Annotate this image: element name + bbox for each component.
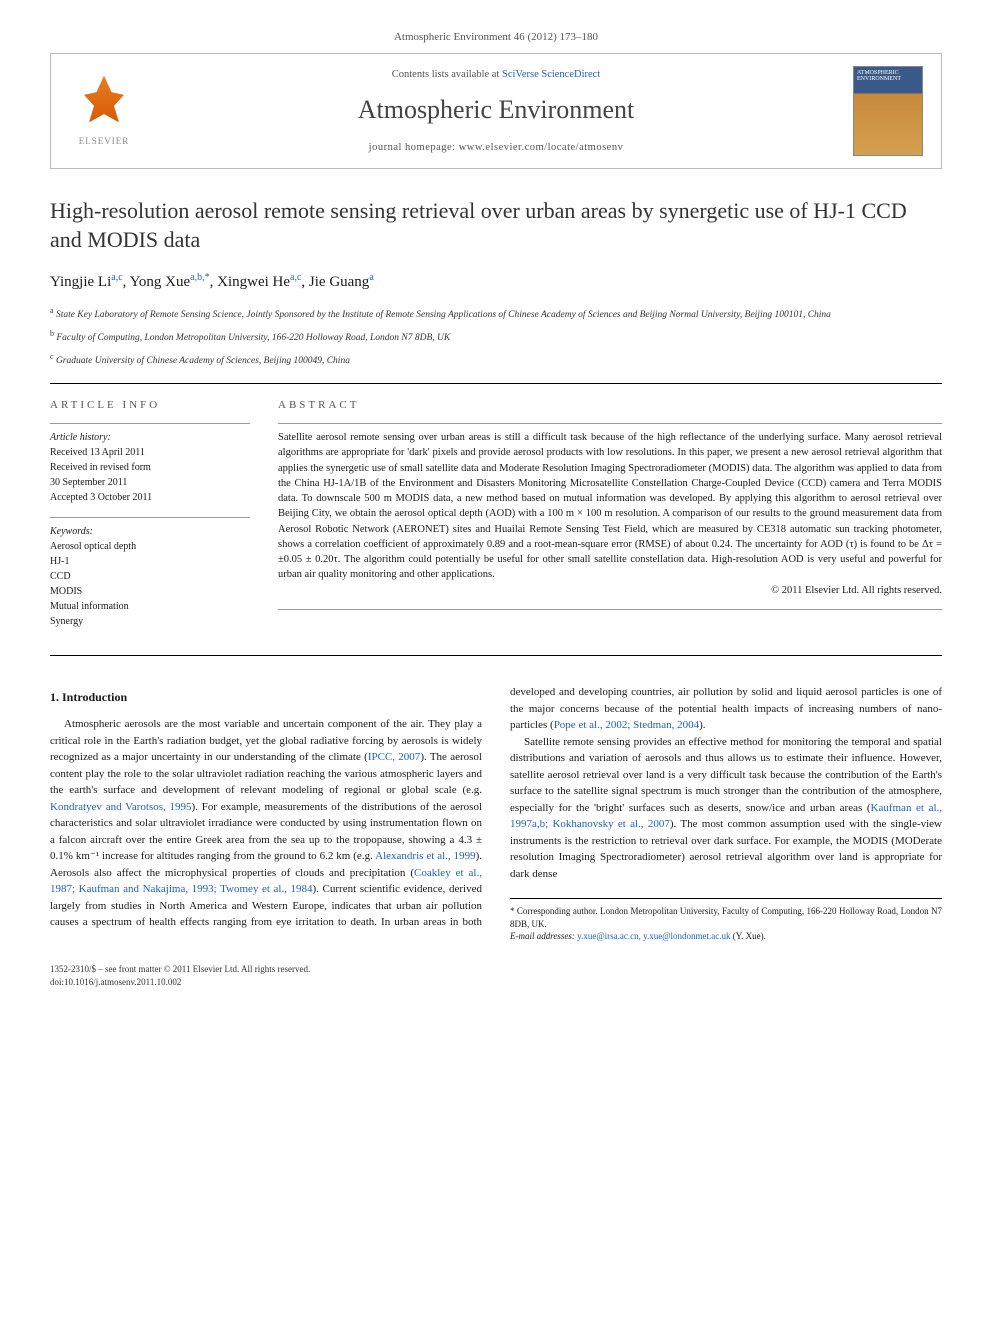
homepage-label: journal homepage: bbox=[369, 142, 459, 153]
author-list: Yingjie Lia,c, Yong Xuea,b,*, Xingwei He… bbox=[50, 271, 942, 293]
keywords-block: Keywords: Aerosol optical depth HJ-1 CCD… bbox=[50, 524, 250, 629]
abstract-column: ABSTRACT Satellite aerosol remote sensin… bbox=[278, 398, 942, 641]
citation-link[interactable]: Alexandris et al., 1999 bbox=[375, 850, 475, 862]
body-paragraph: Satellite remote sensing provides an eff… bbox=[510, 734, 942, 883]
history-line: Received in revised form bbox=[50, 460, 250, 475]
homepage-url[interactable]: www.elsevier.com/locate/atmosenv bbox=[459, 142, 624, 153]
history-label: Article history: bbox=[50, 430, 250, 445]
journal-cover-thumbnail: ATMOSPHERIC ENVIRONMENT bbox=[853, 66, 923, 156]
text-run: properties of clouds and precipitation ( bbox=[232, 867, 414, 879]
footnote-block: * Corresponding author. London Metropoli… bbox=[510, 898, 942, 943]
issn-line: 1352-2310/$ – see front matter © 2011 El… bbox=[50, 963, 942, 976]
contents-prefix: Contents lists available at bbox=[392, 69, 502, 80]
corresponding-author-note: * Corresponding author. London Metropoli… bbox=[510, 905, 942, 930]
doi-line: doi:10.1016/j.atmosenv.2011.10.002 bbox=[50, 976, 942, 989]
article-history-block: Article history: Received 13 April 2011 … bbox=[50, 430, 250, 505]
body-text: 1. Introduction Atmospheric aerosols are… bbox=[50, 684, 942, 943]
elsevier-logo-text: ELSEVIER bbox=[79, 135, 130, 148]
journal-name: Atmospheric Environment bbox=[157, 92, 835, 128]
cover-label: ATMOSPHERIC ENVIRONMENT bbox=[857, 70, 919, 82]
sciencedirect-link[interactable]: SciVerse ScienceDirect bbox=[502, 69, 600, 80]
email-label: E-mail addresses: bbox=[510, 931, 577, 941]
article-info-heading: ARTICLE INFO bbox=[50, 398, 250, 413]
keyword: MODIS bbox=[50, 584, 250, 599]
horizontal-rule bbox=[50, 655, 942, 656]
article-info-column: ARTICLE INFO Article history: Received 1… bbox=[50, 398, 250, 641]
affiliation: b Faculty of Computing, London Metropoli… bbox=[50, 328, 942, 345]
thin-rule bbox=[278, 609, 942, 610]
article-title: High-resolution aerosol remote sensing r… bbox=[50, 197, 942, 254]
elsevier-logo: ELSEVIER bbox=[69, 71, 139, 151]
citation-link[interactable]: IPCC, 2007 bbox=[368, 751, 421, 763]
publisher-center: Contents lists available at SciVerse Sci… bbox=[157, 68, 835, 156]
affiliation: a State Key Laboratory of Remote Sensing… bbox=[50, 305, 942, 322]
keyword: Aerosol optical depth bbox=[50, 539, 250, 554]
history-line: 30 September 2011 bbox=[50, 475, 250, 490]
contents-available-line: Contents lists available at SciVerse Sci… bbox=[157, 68, 835, 83]
thin-rule bbox=[50, 423, 250, 424]
affiliation: c Graduate University of Chinese Academy… bbox=[50, 351, 942, 368]
thin-rule bbox=[50, 517, 250, 518]
email-line: E-mail addresses: y.xue@irsa.ac.cn, y.xu… bbox=[510, 930, 942, 943]
thin-rule bbox=[278, 423, 942, 424]
history-line: Accepted 3 October 2011 bbox=[50, 490, 250, 505]
keyword: Mutual information bbox=[50, 599, 250, 614]
keyword: Synergy bbox=[50, 614, 250, 629]
citation-link[interactable]: Kondratyev and Varotsos, 1995 bbox=[50, 801, 192, 813]
publisher-box: ELSEVIER Contents lists available at Sci… bbox=[50, 53, 942, 169]
citation-link[interactable]: Pope et al., 2002; Stedman, 2004 bbox=[554, 719, 699, 731]
abstract-heading: ABSTRACT bbox=[278, 398, 942, 413]
citation-header: Atmospheric Environment 46 (2012) 173–18… bbox=[50, 30, 942, 45]
keywords-label: Keywords: bbox=[50, 524, 250, 539]
text-run: ). bbox=[699, 719, 705, 731]
abstract-copyright: © 2011 Elsevier Ltd. All rights reserved… bbox=[278, 584, 942, 599]
info-abstract-row: ARTICLE INFO Article history: Received 1… bbox=[50, 398, 942, 641]
footer-meta: 1352-2310/$ – see front matter © 2011 El… bbox=[50, 963, 942, 988]
keyword: HJ-1 bbox=[50, 554, 250, 569]
horizontal-rule bbox=[50, 383, 942, 384]
elsevier-tree-icon bbox=[79, 76, 129, 131]
journal-homepage-line: journal homepage: www.elsevier.com/locat… bbox=[157, 141, 835, 156]
abstract-text: Satellite aerosol remote sensing over ur… bbox=[278, 430, 942, 582]
section-heading-intro: 1. Introduction bbox=[50, 688, 482, 706]
email-link[interactable]: y.xue@irsa.ac.cn, y.xue@londonmet.ac.uk bbox=[577, 931, 730, 941]
email-name: (Y. Xue). bbox=[731, 931, 766, 941]
keyword: CCD bbox=[50, 569, 250, 584]
history-line: Received 13 April 2011 bbox=[50, 445, 250, 460]
